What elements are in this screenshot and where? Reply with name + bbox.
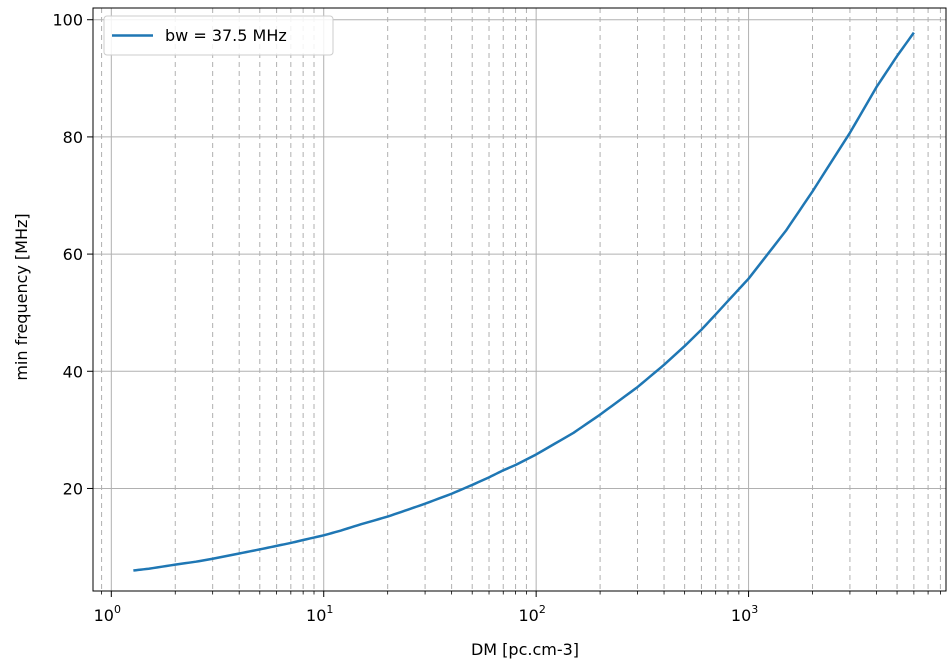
plot-frame bbox=[92, 7, 947, 592]
x-tick-label: 100 bbox=[94, 603, 121, 625]
y-axis-label: min frequency [MHz] bbox=[12, 213, 31, 380]
y-tick-label: 100 bbox=[52, 11, 83, 30]
legend-entry-label: bw = 37.5 MHz bbox=[165, 26, 287, 45]
y-tick-label: 80 bbox=[63, 128, 83, 147]
x-axis-label: DM [pc.cm-3] bbox=[471, 640, 579, 659]
y-tick-label: 40 bbox=[63, 362, 83, 381]
x-tick-label: 101 bbox=[306, 603, 333, 625]
series-layer bbox=[133, 31, 915, 572]
legend-box bbox=[103, 15, 334, 56]
axes-frame bbox=[92, 7, 947, 592]
y-tick-label: 20 bbox=[63, 479, 83, 498]
x-tick-label: 102 bbox=[518, 603, 545, 625]
y-tick-label: 60 bbox=[63, 245, 83, 264]
legend: bw = 37.5 MHz bbox=[103, 15, 334, 56]
ticks: 100 101 102 103 20 40 60 80 100 bbox=[52, 11, 941, 625]
series-line bbox=[133, 31, 915, 572]
x-tick-label: 103 bbox=[731, 603, 758, 625]
grid bbox=[93, 8, 946, 591]
